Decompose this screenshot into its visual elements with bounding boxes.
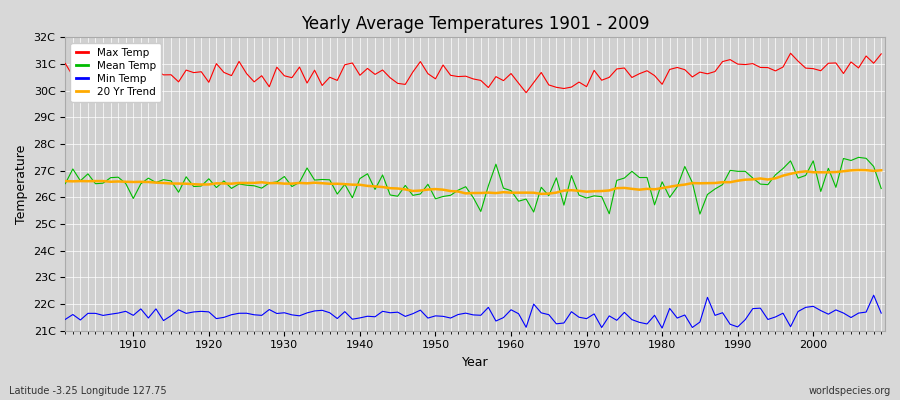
Text: Latitude -3.25 Longitude 127.75: Latitude -3.25 Longitude 127.75 xyxy=(9,386,166,396)
Title: Yearly Average Temperatures 1901 - 2009: Yearly Average Temperatures 1901 - 2009 xyxy=(301,15,650,33)
X-axis label: Year: Year xyxy=(462,356,489,369)
Legend: Max Temp, Mean Temp, Min Temp, 20 Yr Trend: Max Temp, Mean Temp, Min Temp, 20 Yr Tre… xyxy=(70,42,161,102)
Y-axis label: Temperature: Temperature xyxy=(15,144,28,224)
Text: worldspecies.org: worldspecies.org xyxy=(809,386,891,396)
